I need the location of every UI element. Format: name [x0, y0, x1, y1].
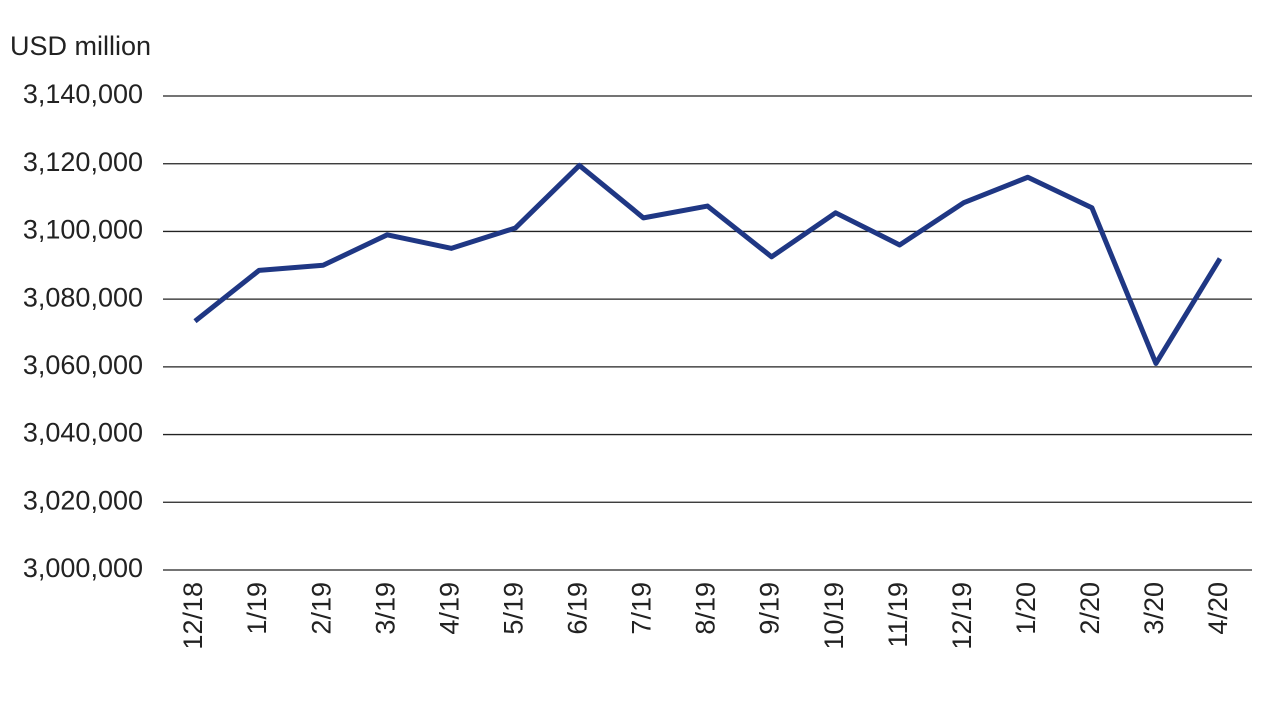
x-tick-label: 9/19: [755, 582, 785, 635]
y-tick-label: 3,000,000: [23, 553, 143, 583]
x-tick-label: 2/20: [1075, 582, 1105, 635]
x-tick-label: 2/19: [306, 582, 336, 635]
y-axis-label: USD million: [10, 31, 151, 61]
x-tick-label: 12/19: [947, 582, 977, 650]
x-tick-label: 4/19: [434, 582, 464, 635]
y-tick-label: 3,020,000: [23, 485, 143, 515]
y-tick-label: 3,040,000: [23, 418, 143, 448]
x-tick-label: 6/19: [563, 582, 593, 635]
x-tick-label: 12/18: [178, 582, 208, 650]
y-tick-label: 3,120,000: [23, 147, 143, 177]
x-tick-label: 5/19: [498, 582, 528, 635]
x-tick-label: 4/20: [1203, 582, 1233, 635]
data-line: [193, 162, 1223, 366]
x-tick-label: 11/19: [883, 582, 913, 648]
x-tick-label: 7/19: [627, 582, 657, 635]
x-tick-label: 3/19: [370, 582, 400, 635]
y-tick-label: 3,100,000: [23, 215, 143, 245]
x-tick-label: 1/19: [242, 582, 272, 635]
x-tick-label: 3/20: [1139, 582, 1169, 635]
y-tick-label: 3,080,000: [23, 282, 143, 312]
x-tick-label: 1/20: [1011, 582, 1041, 635]
x-tick-label: 8/19: [691, 582, 721, 635]
y-tick-label: 3,140,000: [23, 79, 143, 109]
y-tick-label: 3,060,000: [23, 350, 143, 380]
x-tick-label: 10/19: [819, 582, 849, 650]
